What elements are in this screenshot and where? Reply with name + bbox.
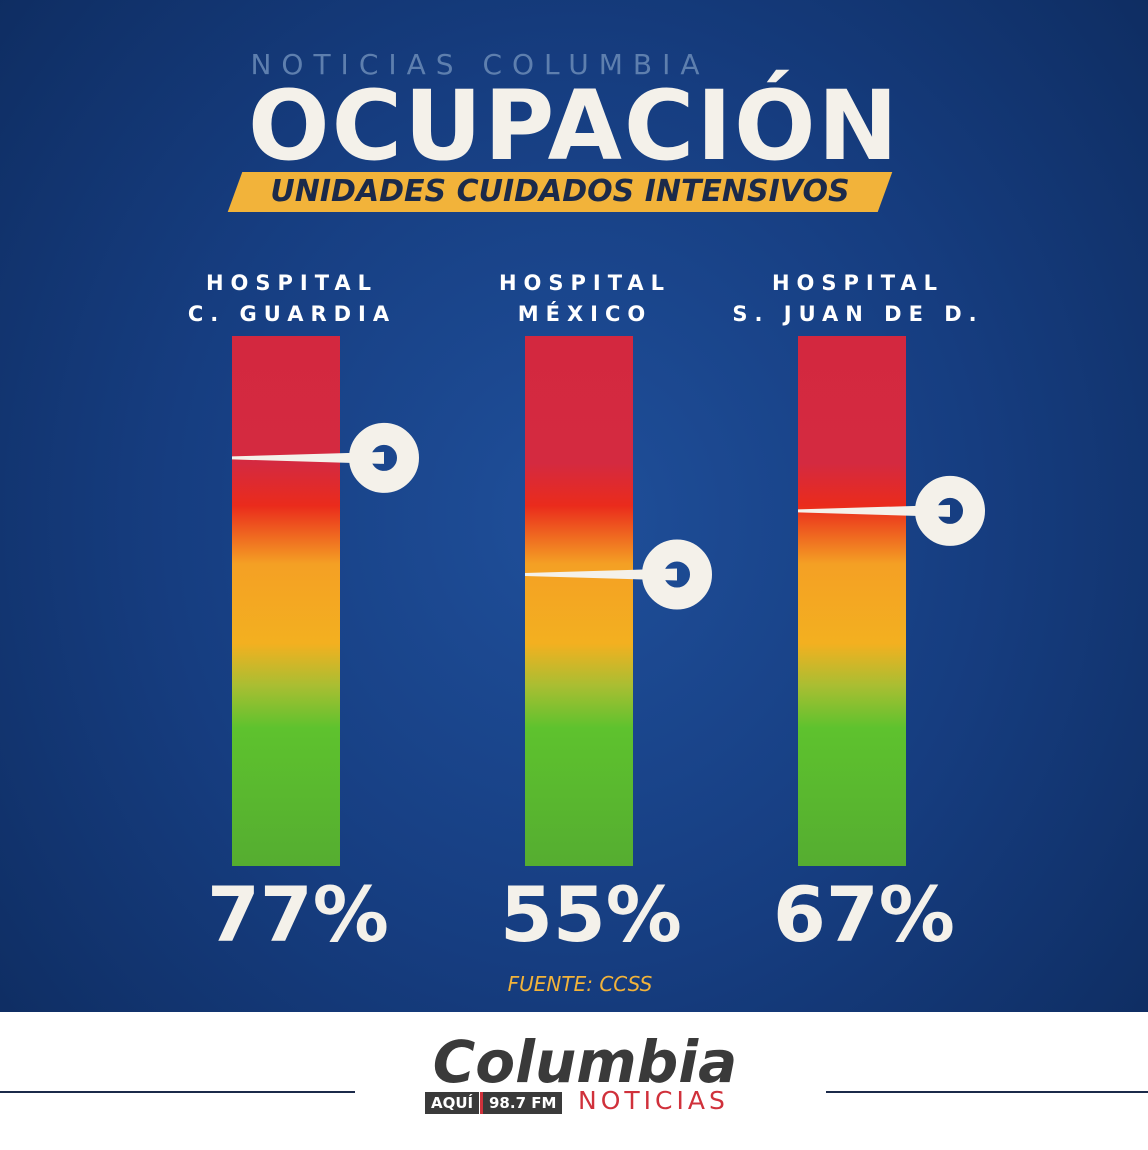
- rule: [0, 1091, 355, 1093]
- chart-title: OCUPACIÓN: [248, 70, 900, 182]
- needle: [232, 451, 384, 464]
- brand: NOTICIAS COLUMBIA: [250, 48, 710, 81]
- needle: [798, 504, 950, 517]
- gauge-bar: [798, 336, 906, 866]
- category-label: HOSPITAL C. GUARDIA: [187, 271, 397, 326]
- needle-knob: [642, 539, 712, 610]
- value-label: 77%: [207, 870, 389, 959]
- gauge-bar: [232, 336, 340, 866]
- logo-tag: NOTICIAS: [578, 1086, 729, 1115]
- logo: Columbia: [432, 1028, 738, 1096]
- logo-tag: 98.7 FM: [480, 1092, 563, 1114]
- needle-knob: [915, 475, 985, 546]
- needle-knob: [349, 422, 419, 493]
- footer: [0, 1012, 1148, 1150]
- value-label: 55%: [500, 870, 682, 959]
- needle: [525, 568, 677, 581]
- rule: [826, 1091, 1148, 1093]
- gauge-bar: [525, 336, 633, 866]
- chart-subtitle: UNIDADES CUIDADOS INTENSIVOS: [270, 174, 850, 209]
- value-label: 67%: [773, 870, 955, 959]
- source: FUENTE: CCSS: [507, 972, 653, 996]
- category-label: HOSPITAL MÉXICO: [498, 271, 672, 326]
- chart: [232, 336, 985, 866]
- logo-tag: AQUÍ: [425, 1092, 480, 1114]
- category-label: HOSPITAL S. JUAN DE D.: [732, 271, 984, 326]
